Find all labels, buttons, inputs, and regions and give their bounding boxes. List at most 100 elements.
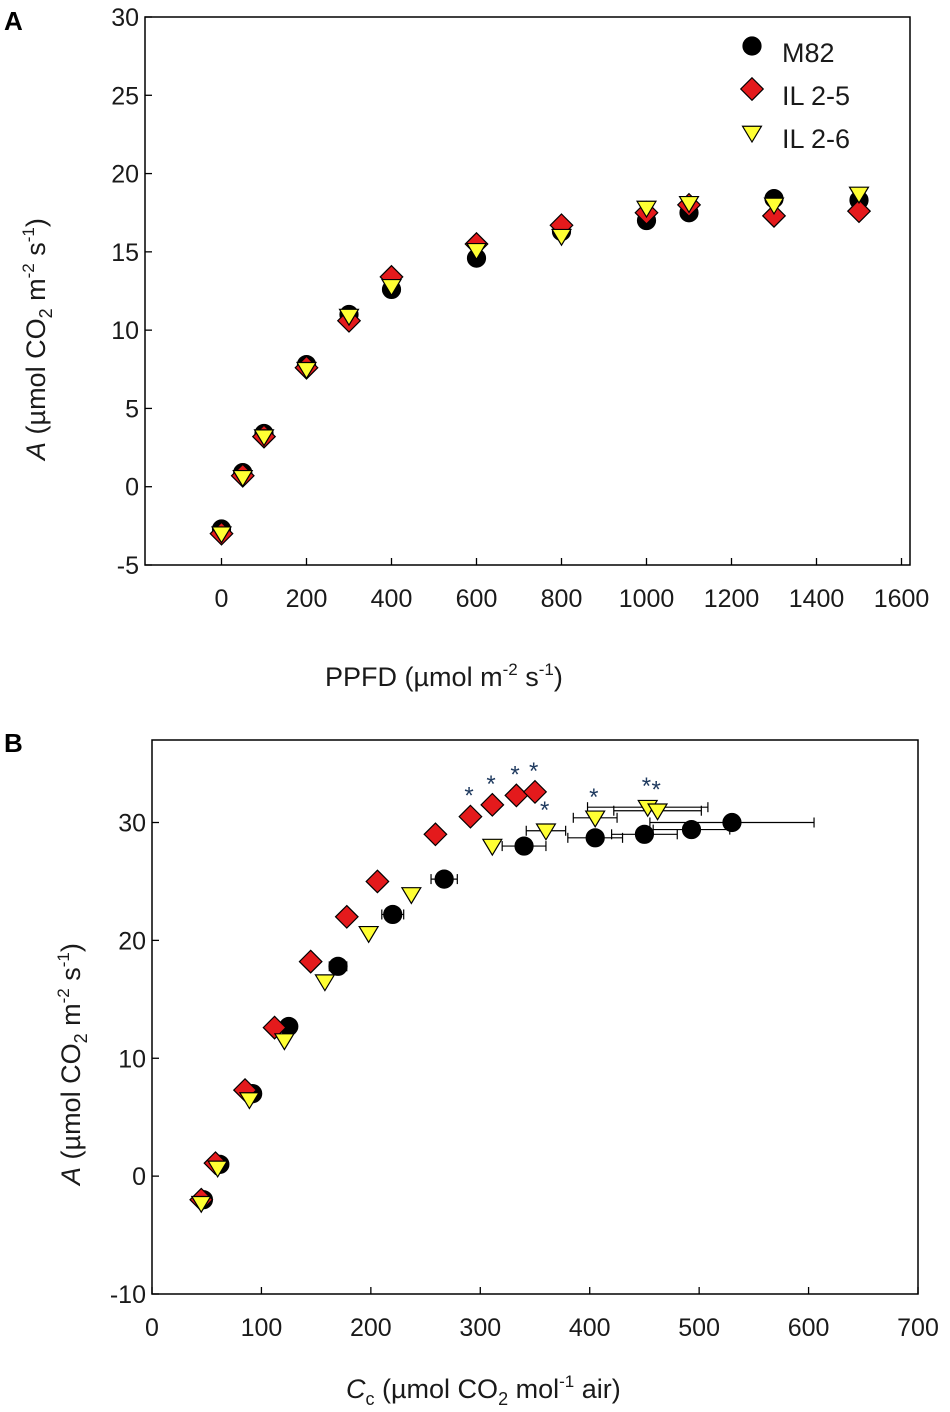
panel-b-error-bars bbox=[328, 802, 815, 972]
data-point-il25 bbox=[334, 904, 359, 929]
y-tick-label: 15 bbox=[111, 239, 139, 267]
legend-marker bbox=[741, 125, 763, 144]
data-point-m82 bbox=[328, 956, 348, 976]
panel-b-ticks: 0 100 200 300 400 500 600 700 -10 0 10 20 30 bbox=[110, 810, 939, 1342]
panel-b-plot-frame bbox=[151, 739, 919, 1295]
data-point-m82 bbox=[514, 836, 534, 856]
data-point-il25 bbox=[522, 779, 548, 804]
x-tick-label: 1000 bbox=[619, 585, 675, 613]
significance-star: * bbox=[464, 783, 473, 810]
x-tick-label: 1400 bbox=[789, 585, 845, 613]
data-point-m82 bbox=[585, 828, 605, 848]
panel-a-label: A bbox=[4, 6, 23, 36]
y-tick-label: 10 bbox=[118, 1045, 146, 1073]
data-point-m82 bbox=[722, 812, 742, 833]
x-tick-label: 1600 bbox=[874, 585, 930, 613]
y-tick-label: 20 bbox=[111, 161, 139, 189]
data-point-il26 bbox=[338, 308, 360, 327]
data-point-il26 bbox=[848, 186, 870, 205]
panel-b-x-axis-label: Cc (µmol CO2 mol-1 air) bbox=[346, 1372, 621, 1409]
data-point-il26 bbox=[400, 887, 422, 905]
significance-star: * bbox=[510, 761, 519, 788]
data-point-il26 bbox=[190, 1195, 212, 1214]
legend-marker bbox=[739, 76, 765, 102]
data-point-il25 bbox=[365, 869, 390, 894]
x-tick-label: 200 bbox=[286, 585, 328, 613]
x-tick-label: 200 bbox=[350, 1314, 392, 1342]
panel-b-significance-stars: * * * ** * * * bbox=[464, 758, 660, 824]
y-tick-label: 0 bbox=[132, 1163, 146, 1191]
legend-m82: M82 bbox=[742, 36, 835, 68]
legend-il25-label: IL 2-5 bbox=[782, 81, 850, 111]
data-point-il26 bbox=[535, 823, 557, 841]
data-point-il26 bbox=[314, 974, 336, 992]
legend-il26-label: IL 2-6 bbox=[782, 124, 850, 154]
data-point-il26 bbox=[465, 242, 488, 261]
x-tick-label: 600 bbox=[788, 1314, 830, 1342]
x-tick-label: 400 bbox=[569, 1314, 611, 1342]
data-point-il26 bbox=[238, 1092, 260, 1110]
y-tick-label: 0 bbox=[125, 474, 139, 502]
panel-b-y-axis-label: A (µmol CO2 m-2 s-1) bbox=[54, 943, 91, 1187]
panel-a-y-axis-label: A (µmol CO2 m-2 s-1) bbox=[19, 218, 56, 462]
data-point-il26 bbox=[273, 1033, 295, 1051]
data-point-il25 bbox=[458, 804, 483, 829]
data-point-il26 bbox=[210, 526, 233, 544]
data-point-m82 bbox=[434, 869, 454, 889]
data-point-il26 bbox=[635, 200, 658, 219]
data-point-m82 bbox=[681, 819, 702, 840]
significance-star: * bbox=[540, 797, 549, 824]
x-tick-label: 800 bbox=[541, 585, 583, 613]
data-point-m82 bbox=[383, 904, 403, 925]
data-point-il26 bbox=[647, 803, 669, 821]
data-point-il26 bbox=[584, 810, 606, 828]
data-point-il25 bbox=[480, 792, 505, 817]
data-point-il26 bbox=[295, 361, 318, 380]
significance-star: * bbox=[589, 784, 598, 811]
panel-b-label: B bbox=[4, 728, 23, 758]
data-point-il25 bbox=[761, 203, 787, 228]
data-point-il26 bbox=[207, 1160, 229, 1179]
data-point-il26 bbox=[380, 278, 403, 297]
legend-m82-label: M82 bbox=[782, 38, 835, 68]
data-point-il25 bbox=[298, 949, 323, 974]
data-point-m82 bbox=[634, 824, 655, 844]
x-tick-label: 400 bbox=[371, 585, 413, 613]
y-tick-label: 5 bbox=[125, 395, 139, 423]
y-tick-label: 30 bbox=[118, 810, 146, 838]
panel-a-markers bbox=[209, 186, 872, 546]
panel-a-plot-frame bbox=[144, 16, 911, 566]
y-tick-label: -10 bbox=[110, 1281, 146, 1309]
x-tick-label: 1200 bbox=[704, 585, 760, 613]
y-tick-label: 25 bbox=[111, 82, 139, 110]
legend-marker bbox=[742, 36, 762, 56]
legend-il25-symbol bbox=[739, 76, 765, 102]
significance-star: * bbox=[486, 771, 495, 798]
panel-a-ticks: 0 200 400 600 800 1000 1200 1400 1600 -5 0 5 10 15 20 2… bbox=[111, 4, 929, 613]
x-tick-label: 100 bbox=[241, 1314, 283, 1342]
x-tick-label: 0 bbox=[145, 1314, 159, 1342]
x-tick-label: 300 bbox=[459, 1314, 501, 1342]
significance-star: * bbox=[529, 758, 538, 785]
data-point-il25 bbox=[846, 199, 872, 224]
legend-il26: IL 2-6 bbox=[741, 124, 850, 154]
data-point-il26 bbox=[550, 228, 573, 247]
y-tick-label: 10 bbox=[111, 317, 139, 345]
x-tick-label: 500 bbox=[678, 1314, 720, 1342]
panel-a-legend: M82 IL 2-5 IL 2-6 bbox=[739, 36, 850, 154]
significance-star: * bbox=[642, 773, 651, 800]
panel-a-x-axis-label: PPFD (µmol m-2 s-1) bbox=[325, 660, 563, 692]
significance-star: * bbox=[652, 777, 661, 804]
panel-a: A 0 200 400 600 800 1000 1200 1400 1600 -5 0 5 10 15 2… bbox=[4, 4, 929, 692]
x-tick-label: 600 bbox=[456, 585, 498, 613]
data-point-il25 bbox=[423, 822, 448, 847]
legend-m82-symbol bbox=[742, 36, 762, 56]
legend-il26-symbol bbox=[741, 125, 763, 144]
y-tick-label: 20 bbox=[118, 927, 146, 955]
x-tick-label: 700 bbox=[897, 1314, 939, 1342]
x-tick-label: 0 bbox=[215, 585, 229, 613]
legend-il25: IL 2-5 bbox=[739, 76, 850, 111]
data-point-il26 bbox=[253, 429, 275, 447]
